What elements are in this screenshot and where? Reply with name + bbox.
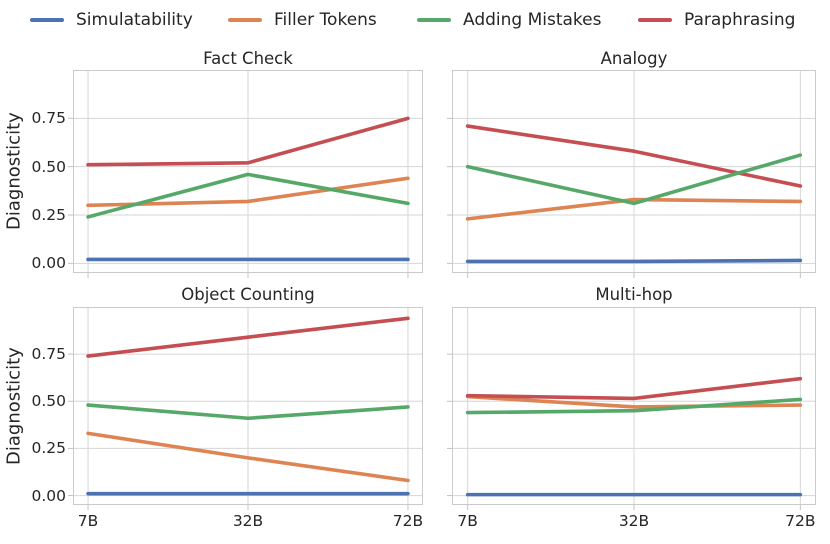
x-tick-label: 32B bbox=[232, 512, 264, 530]
adding-mistakes-line-swatch bbox=[417, 18, 451, 22]
y-tick-label: 0.00 bbox=[31, 486, 66, 505]
paraphrasing-line-swatch bbox=[638, 18, 672, 22]
legend-label: Adding Mistakes bbox=[463, 10, 602, 30]
line-adding-mistakes bbox=[86, 172, 410, 219]
subplot-title-fact-check: Fact Check bbox=[203, 49, 293, 68]
legend-item-adding-mistakes: Adding Mistakes bbox=[417, 8, 602, 32]
legend-label: Simulatability bbox=[76, 10, 193, 30]
legend-item-paraphrasing: Paraphrasing bbox=[638, 8, 795, 32]
legend-label: Paraphrasing bbox=[684, 10, 796, 30]
axes-spines bbox=[73, 70, 423, 273]
legend-label: Filler Tokens bbox=[274, 10, 377, 30]
y-tick-label: 0.50 bbox=[31, 392, 66, 411]
line-filler-tokens bbox=[465, 197, 803, 221]
x-tick-label: 72B bbox=[785, 512, 816, 530]
line-filler-tokens bbox=[465, 394, 803, 409]
line-paraphrasing bbox=[86, 316, 410, 358]
plot-area-fact-check bbox=[68, 70, 423, 278]
line-adding-mistakes bbox=[465, 153, 803, 206]
y-tick-label: 0.25 bbox=[31, 206, 66, 224]
plot-area-analogy bbox=[447, 70, 816, 278]
y-axis-label: Diagnosticity bbox=[3, 112, 25, 231]
x-tick-label: 7B bbox=[77, 512, 99, 530]
y-tick-label: 0.00 bbox=[31, 254, 66, 273]
legend-item-filler-tokens: Filler Tokens bbox=[228, 8, 377, 32]
x-tick-label: 32B bbox=[618, 512, 650, 530]
y-tick-label: 0.50 bbox=[31, 157, 66, 176]
filler-tokens-line-swatch bbox=[228, 18, 262, 22]
line-paraphrasing bbox=[86, 116, 410, 167]
y-tick-label: 0.25 bbox=[31, 439, 66, 458]
legend-item-simulatability: Simulatability bbox=[30, 8, 193, 32]
axes-spines bbox=[452, 307, 816, 505]
subplot-title-analogy: Analogy bbox=[600, 49, 668, 68]
simulatability-line-swatch bbox=[30, 18, 64, 22]
y-tick-label: 0.75 bbox=[31, 345, 66, 364]
y-tick-label: 0.75 bbox=[31, 109, 66, 128]
y-axis-label: Diagnosticity bbox=[3, 347, 25, 465]
plot-area-multi-hop bbox=[447, 307, 816, 510]
x-tick-label: 7B bbox=[457, 512, 478, 530]
axes-spines bbox=[73, 307, 423, 505]
subplot-title-object-counting: Object Counting bbox=[181, 285, 315, 304]
subplot-title-multi-hop: Multi-hop bbox=[595, 285, 673, 304]
x-tick-label: 72B bbox=[392, 512, 424, 530]
line-simulatability bbox=[465, 258, 803, 264]
axes-spines bbox=[452, 70, 816, 273]
line-filler-tokens bbox=[86, 431, 410, 483]
line-adding-mistakes bbox=[86, 403, 410, 421]
line-adding-mistakes bbox=[465, 397, 803, 415]
line-paraphrasing bbox=[465, 376, 803, 401]
line-paraphrasing bbox=[465, 124, 803, 188]
plot-area-object-counting bbox=[68, 307, 423, 510]
